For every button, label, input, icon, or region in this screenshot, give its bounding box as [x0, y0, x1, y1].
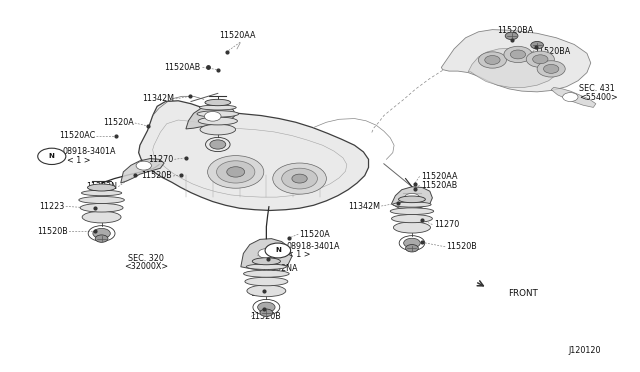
Text: 11520A: 11520A: [103, 119, 134, 128]
Circle shape: [260, 309, 273, 317]
Text: 11270: 11270: [434, 220, 459, 229]
Circle shape: [537, 61, 565, 77]
Polygon shape: [121, 158, 164, 183]
Text: N: N: [275, 247, 281, 253]
Ellipse shape: [200, 105, 236, 110]
Circle shape: [532, 55, 548, 64]
Circle shape: [204, 112, 221, 121]
Text: N: N: [49, 153, 55, 159]
Polygon shape: [442, 30, 591, 92]
Circle shape: [510, 50, 525, 59]
Text: 11520AB: 11520AB: [421, 181, 457, 190]
Ellipse shape: [390, 208, 434, 215]
Text: 08918-3401A: 08918-3401A: [287, 241, 340, 250]
Circle shape: [210, 140, 226, 149]
Polygon shape: [139, 101, 369, 211]
Ellipse shape: [205, 99, 230, 106]
Text: 11520B: 11520B: [37, 227, 68, 236]
Text: <55400>: <55400>: [579, 93, 618, 102]
Polygon shape: [392, 187, 433, 209]
Circle shape: [404, 238, 420, 248]
Text: SEC. 320: SEC. 320: [129, 254, 164, 263]
Circle shape: [406, 244, 419, 252]
Text: 11520BA: 11520BA: [534, 47, 571, 56]
Text: 11520BA: 11520BA: [497, 26, 534, 35]
Text: J120120: J120120: [568, 346, 601, 355]
Ellipse shape: [252, 258, 280, 265]
Ellipse shape: [399, 196, 426, 203]
Circle shape: [504, 46, 532, 62]
Circle shape: [227, 167, 244, 177]
Ellipse shape: [247, 285, 286, 297]
Text: 11223: 11223: [250, 289, 275, 298]
Ellipse shape: [79, 196, 124, 203]
Circle shape: [258, 248, 275, 258]
Text: 11520AA: 11520AA: [219, 31, 255, 39]
Ellipse shape: [82, 211, 121, 223]
Circle shape: [563, 93, 578, 102]
Text: 11270: 11270: [148, 155, 173, 164]
Circle shape: [93, 228, 110, 238]
Circle shape: [38, 148, 66, 164]
Circle shape: [265, 243, 291, 258]
Ellipse shape: [197, 111, 239, 117]
Text: 11223: 11223: [39, 202, 65, 211]
Ellipse shape: [393, 202, 431, 207]
Polygon shape: [241, 238, 292, 270]
Ellipse shape: [244, 270, 289, 277]
Text: 11520AA: 11520AA: [421, 172, 458, 181]
Circle shape: [404, 193, 420, 202]
Circle shape: [484, 55, 500, 64]
Circle shape: [136, 161, 152, 170]
Circle shape: [505, 32, 518, 39]
Text: 11520AB: 11520AB: [164, 63, 200, 72]
Ellipse shape: [81, 190, 122, 196]
Circle shape: [292, 174, 307, 183]
Text: 11332N: 11332N: [86, 182, 117, 191]
Text: 11520B: 11520B: [141, 171, 172, 180]
Text: 11332NA: 11332NA: [261, 264, 298, 273]
Circle shape: [531, 41, 543, 49]
Ellipse shape: [88, 184, 116, 191]
Text: 11520A: 11520A: [300, 230, 330, 239]
Polygon shape: [468, 48, 557, 87]
Circle shape: [95, 235, 108, 242]
Polygon shape: [186, 105, 236, 129]
Text: FRONT: FRONT: [508, 289, 538, 298]
Text: SEC. 431: SEC. 431: [579, 84, 615, 93]
Circle shape: [216, 161, 255, 183]
Circle shape: [478, 52, 506, 68]
Text: 08918-3401A: 08918-3401A: [62, 147, 115, 156]
Ellipse shape: [80, 203, 123, 212]
Ellipse shape: [246, 264, 287, 269]
Ellipse shape: [198, 117, 237, 125]
Ellipse shape: [394, 222, 431, 233]
Circle shape: [273, 163, 326, 194]
Text: <32000X>: <32000X>: [124, 262, 168, 271]
Text: 11520AC: 11520AC: [59, 131, 95, 140]
Circle shape: [207, 155, 264, 188]
Ellipse shape: [200, 124, 236, 135]
Text: < 1 >: < 1 >: [287, 250, 310, 259]
Text: 11520B: 11520B: [250, 312, 280, 321]
Circle shape: [543, 64, 559, 73]
Text: < 1 >: < 1 >: [67, 156, 91, 165]
Text: 11520B: 11520B: [447, 242, 477, 251]
Ellipse shape: [392, 215, 433, 223]
Circle shape: [526, 51, 554, 67]
Circle shape: [282, 168, 317, 189]
Text: 11342M: 11342M: [348, 202, 380, 211]
Circle shape: [258, 302, 275, 312]
Ellipse shape: [245, 277, 288, 286]
Polygon shape: [551, 87, 596, 108]
Text: 11342M: 11342M: [142, 94, 174, 103]
